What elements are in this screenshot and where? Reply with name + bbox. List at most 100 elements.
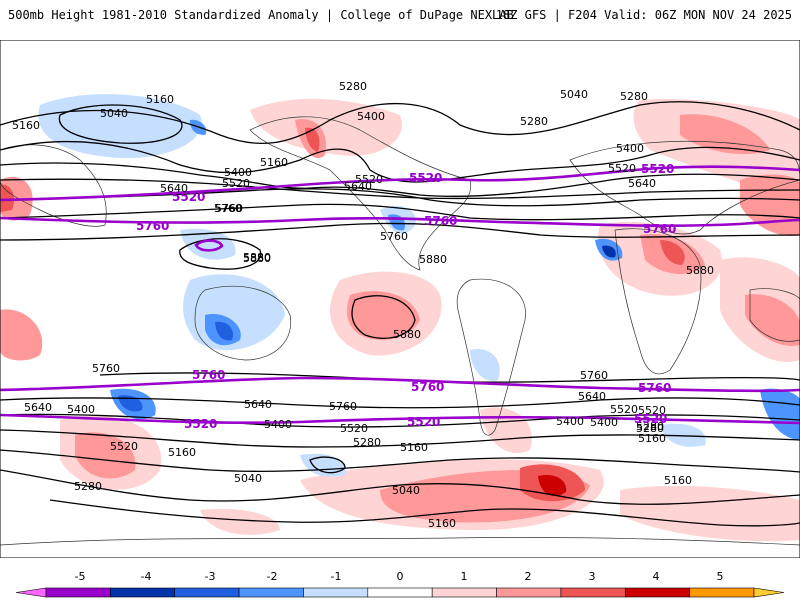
anomaly-area (305, 127, 320, 152)
contour-line (309, 456, 346, 474)
contour-label: 5520 (110, 440, 138, 453)
legend-swatch (624, 587, 690, 598)
contour-line-5760-south (0, 376, 800, 393)
contour-label: 5640 (160, 182, 188, 195)
contour-label: 5160 (400, 441, 428, 454)
contour-label: 5040 (234, 472, 262, 485)
contour-line (0, 203, 800, 221)
coastline-australia (194, 285, 292, 361)
contour-label: 5400 (67, 403, 95, 416)
highlight-contours (0, 165, 800, 425)
highlight-label: 5760 (136, 219, 169, 233)
contour-line (0, 188, 800, 207)
contour-label: 5160 (664, 474, 692, 487)
legend-tick: -1 (331, 570, 342, 583)
contour-line (0, 101, 800, 145)
contour-label: 5640 (344, 180, 372, 193)
coastline-africa (614, 228, 702, 375)
legend-swatch (431, 587, 497, 598)
legend-tick: 3 (589, 570, 596, 583)
coastline-north-america (249, 116, 472, 271)
contour-label: 5280 (620, 90, 648, 103)
contour-label: 5880 (419, 253, 447, 266)
highlight-label: 5520 (634, 412, 667, 426)
contour-labels: 5160 5040 5280 5400 5520 5640 5760 5880 … (12, 80, 714, 530)
anomaly-area (0, 184, 15, 212)
anomaly-area (118, 395, 143, 412)
contour-label: 5280 (636, 422, 664, 435)
contour-label: 5760 (580, 369, 608, 382)
contour-label: 5640 (628, 177, 656, 190)
contour-label: 5760 (215, 202, 243, 215)
contour-label: 5400 (616, 142, 644, 155)
highlight-label: 5760 (424, 214, 457, 228)
contour-line (351, 295, 416, 339)
contour-label: 5400 (264, 418, 292, 431)
legend-tick: -4 (141, 570, 152, 583)
legend-tick: 1 (461, 570, 468, 583)
height-contours (0, 101, 800, 527)
anomaly-area (745, 294, 800, 346)
header-bar: 500mb Height 1981-2010 Standardized Anom… (0, 0, 800, 40)
contour-label: 5640 (24, 401, 52, 414)
color-scale-legend: -5 -4 -3 -2 -1 0 1 2 3 4 5 (15, 570, 785, 598)
contour-line (0, 429, 800, 448)
legend-tick: 4 (653, 570, 660, 583)
anomaly-area (0, 309, 43, 361)
legend-tick: 0 (397, 570, 404, 583)
contour-label: 5520 (340, 422, 368, 435)
contour-label: 5880 (243, 252, 271, 265)
anomaly-area (215, 321, 234, 341)
legend-tick: -5 (75, 570, 86, 583)
coastline-south-america (456, 278, 526, 436)
contour-label: 5520 (610, 403, 638, 416)
contour-line-5520-south (0, 413, 800, 425)
contour-label: 5760 (92, 362, 120, 375)
contour-label: 5280 (74, 480, 102, 493)
contour-label: 5400 (590, 416, 618, 429)
contour-line (0, 449, 800, 473)
contour-label: 5160 (12, 119, 40, 132)
contour-line (0, 140, 800, 183)
legend-swatch (689, 587, 755, 598)
anomaly-area (680, 114, 770, 155)
contour-label: 5040 (560, 88, 588, 101)
anomaly-area (200, 508, 280, 535)
contour-label: 5040 (100, 107, 128, 120)
contour-label: 5280 (353, 436, 381, 449)
contour-line (0, 413, 800, 428)
legend-swatch (496, 587, 562, 598)
contour-label: 5040 (392, 484, 420, 497)
contour-line-5760-north (0, 216, 800, 228)
contour-line (0, 397, 800, 409)
contour-line (179, 238, 262, 270)
legend-ticks: -5 -4 -3 -2 -1 0 1 2 3 4 5 (75, 570, 724, 583)
contour-label: 5760 (329, 400, 357, 413)
anomaly-area (250, 98, 402, 156)
contour-label: 5400 (556, 415, 584, 428)
legend-tick: -3 (205, 570, 216, 583)
coastlines (0, 116, 800, 546)
anomaly-area (660, 240, 685, 265)
legend-bars (15, 587, 785, 598)
legend-swatch (367, 587, 433, 598)
anomaly-area (538, 474, 567, 496)
contour-label: 5280 (339, 80, 367, 93)
contour-label: 5280 (636, 420, 664, 433)
legend-swatch (45, 587, 111, 598)
contour-label: 5520 (638, 404, 666, 417)
anomaly-area (347, 291, 420, 340)
legend-swatch (560, 587, 626, 598)
legend-swatch (174, 587, 240, 598)
contour-label: 5640 (244, 398, 272, 411)
contour-label: 5520 (608, 162, 636, 175)
highlight-contour-labels: 5520 5760 5520 5760 5520 5760 5760 5760 … (136, 162, 676, 431)
legend-swatch (753, 587, 785, 598)
model-run-info: 18Z GFS | F204 Valid: 06Z MON NOV 24 202… (495, 8, 792, 22)
contour-line (99, 372, 800, 383)
contour-label: 5880 (393, 328, 421, 341)
contour-label: 5400 (357, 110, 385, 123)
legend-swatch (238, 587, 304, 598)
contour-label: 5160 (428, 517, 456, 530)
contour-line (0, 162, 800, 197)
